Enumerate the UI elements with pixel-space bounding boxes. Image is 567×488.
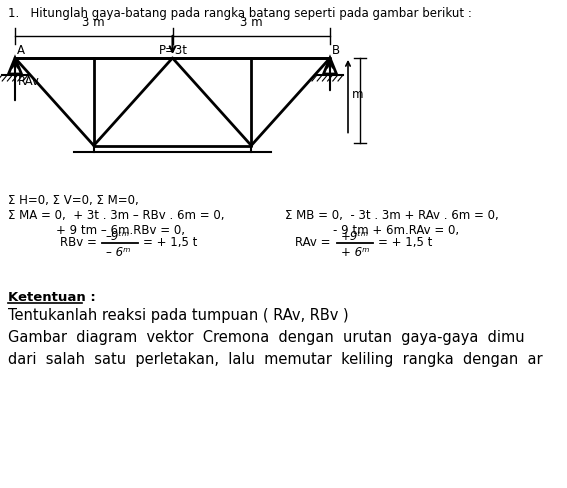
Text: + 9 tm – 6m.RBv = 0,: + 9 tm – 6m.RBv = 0, (56, 224, 185, 237)
Text: = + 1,5 t: = + 1,5 t (378, 236, 433, 248)
Text: 3 m: 3 m (82, 16, 105, 29)
Text: +9ᵗᵐ: +9ᵗᵐ (341, 229, 369, 243)
Text: Σ H=0, Σ V=0, Σ M=0,: Σ H=0, Σ V=0, Σ M=0, (8, 194, 139, 206)
Text: RAv: RAv (18, 75, 40, 88)
Text: P=3t: P=3t (159, 44, 188, 57)
Text: Gambar  diagram  vektor  Cremona  dengan  urutan  gaya-gaya  dimu: Gambar diagram vektor Cremona dengan uru… (8, 330, 524, 345)
Text: RAv =: RAv = (295, 236, 331, 248)
Text: B: B (332, 44, 340, 57)
Text: Σ MB = 0,  - 3t . 3m + RAv . 6m = 0,: Σ MB = 0, - 3t . 3m + RAv . 6m = 0, (285, 208, 499, 222)
Text: = + 1,5 t: = + 1,5 t (143, 236, 197, 248)
Text: 1.   Hitunglah gaya-batang pada rangka batang seperti pada gambar berikut :: 1. Hitunglah gaya-batang pada rangka bat… (8, 7, 472, 20)
Text: 3 m: 3 m (240, 16, 263, 29)
Text: Tentukanlah reaksi pada tumpuan ( RAv, RBv ): Tentukanlah reaksi pada tumpuan ( RAv, R… (8, 308, 349, 323)
Text: m: m (352, 88, 363, 101)
Text: RBv =: RBv = (60, 236, 97, 248)
Text: –9ᵗᵐ: –9ᵗᵐ (106, 229, 130, 243)
Text: Σ MA = 0,  + 3t . 3m – RBv . 6m = 0,: Σ MA = 0, + 3t . 3m – RBv . 6m = 0, (8, 208, 225, 222)
Text: – 6ᵐ: – 6ᵐ (106, 245, 130, 259)
Text: Ketentuan :: Ketentuan : (8, 291, 96, 304)
Text: A: A (17, 44, 25, 57)
Text: - 9 tm + 6m.RAv = 0,: - 9 tm + 6m.RAv = 0, (333, 224, 459, 237)
Text: + 6ᵐ: + 6ᵐ (341, 245, 370, 259)
Text: dari  salah  satu  perletakan,  lalu  memutar  keliling  rangka  dengan  ar: dari salah satu perletakan, lalu memutar… (8, 352, 543, 367)
